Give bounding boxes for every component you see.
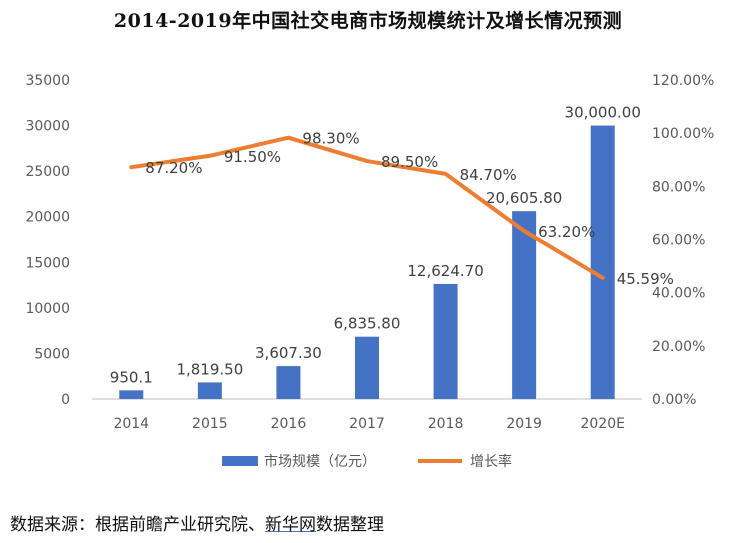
source-link[interactable]: 新华网 (265, 515, 316, 535)
x-tick-label: 2019 (506, 416, 542, 432)
bar-2017 (355, 336, 379, 399)
y-left-tick-label: 35000 (25, 73, 70, 89)
x-tick-label: 2020E (580, 416, 624, 432)
bar-data-label: 30,000.00 (565, 104, 641, 122)
bar-2020E (590, 125, 615, 400)
line-data-label: 91.50% (224, 148, 281, 166)
x-tick-label: 2015 (192, 416, 228, 432)
combo-chart: 0 5000 10000 15000 20000 25000 30000 35000 0.00… (25, 73, 714, 470)
y-right-tick-label: 60.00% (652, 233, 705, 249)
x-tick-label: 2017 (349, 416, 385, 432)
y-right-tick-label: 80.00% (652, 179, 705, 195)
legend-line-label: 增长率 (470, 453, 512, 470)
line-data-label: 98.30% (302, 130, 359, 148)
bar-data-label: 20,605.80 (486, 189, 562, 207)
legend-bar-swatch (222, 456, 258, 466)
source-note: 数据来源：根据前瞻产业研究院、新华网数据整理 (10, 510, 384, 535)
y-right-tick-label: 40.00% (652, 286, 705, 302)
y-right-tick-label: 120.00% (652, 73, 714, 89)
line-data-label: 89.50% (381, 153, 438, 171)
x-tick-label: 2018 (428, 416, 464, 432)
y-left-tick-label: 15000 (25, 255, 70, 271)
line-data-label: 84.70% (460, 166, 517, 184)
bar-2014 (119, 390, 144, 399)
source-suffix: 数据整理 (316, 515, 384, 535)
legend-bar-label: 市场规模（亿元） (264, 453, 376, 470)
line-data-label: 45.59% (617, 270, 674, 288)
y-left-tick-label: 10000 (25, 301, 70, 317)
bar-data-label: 1,819.50 (176, 360, 243, 378)
y-left-tick-label: 30000 (25, 119, 70, 135)
source-prefix: 数据来源：根据前瞻产业研究院、 (10, 515, 265, 535)
bar-data-label: 6,835.80 (334, 315, 401, 333)
legend: 市场规模（亿元） 增长率 (222, 453, 512, 470)
y-left-tick-label: 25000 (25, 164, 70, 180)
y-left-tick-label: 5000 (34, 346, 70, 362)
line-data-label: 87.20% (145, 159, 202, 177)
bar-data-label: 12,624.70 (407, 262, 483, 280)
x-tick-label: 2014 (113, 416, 149, 432)
bar-2018 (433, 283, 458, 399)
y-right-tick-label: 20.00% (652, 339, 705, 355)
bar-2016 (276, 366, 301, 399)
x-tick-label: 2016 (271, 416, 307, 432)
y-left-tick-label: 20000 (25, 210, 70, 226)
y-right-tick-label: 0.00% (652, 392, 696, 408)
y-left-tick-label: 0 (61, 392, 70, 408)
bar-2015 (197, 382, 222, 399)
growth-rate-line (129, 135, 605, 280)
bar-data-label: 3,607.30 (255, 344, 322, 362)
bar-2019 (512, 211, 537, 399)
chart-title: 2014-2019年中国社交电商市场规模统计及增长情况预测 (113, 10, 623, 32)
bar-data-label: 950.1 (110, 368, 153, 386)
y-right-tick-label: 100.00% (652, 126, 714, 142)
line-data-label: 63.20% (538, 223, 595, 241)
